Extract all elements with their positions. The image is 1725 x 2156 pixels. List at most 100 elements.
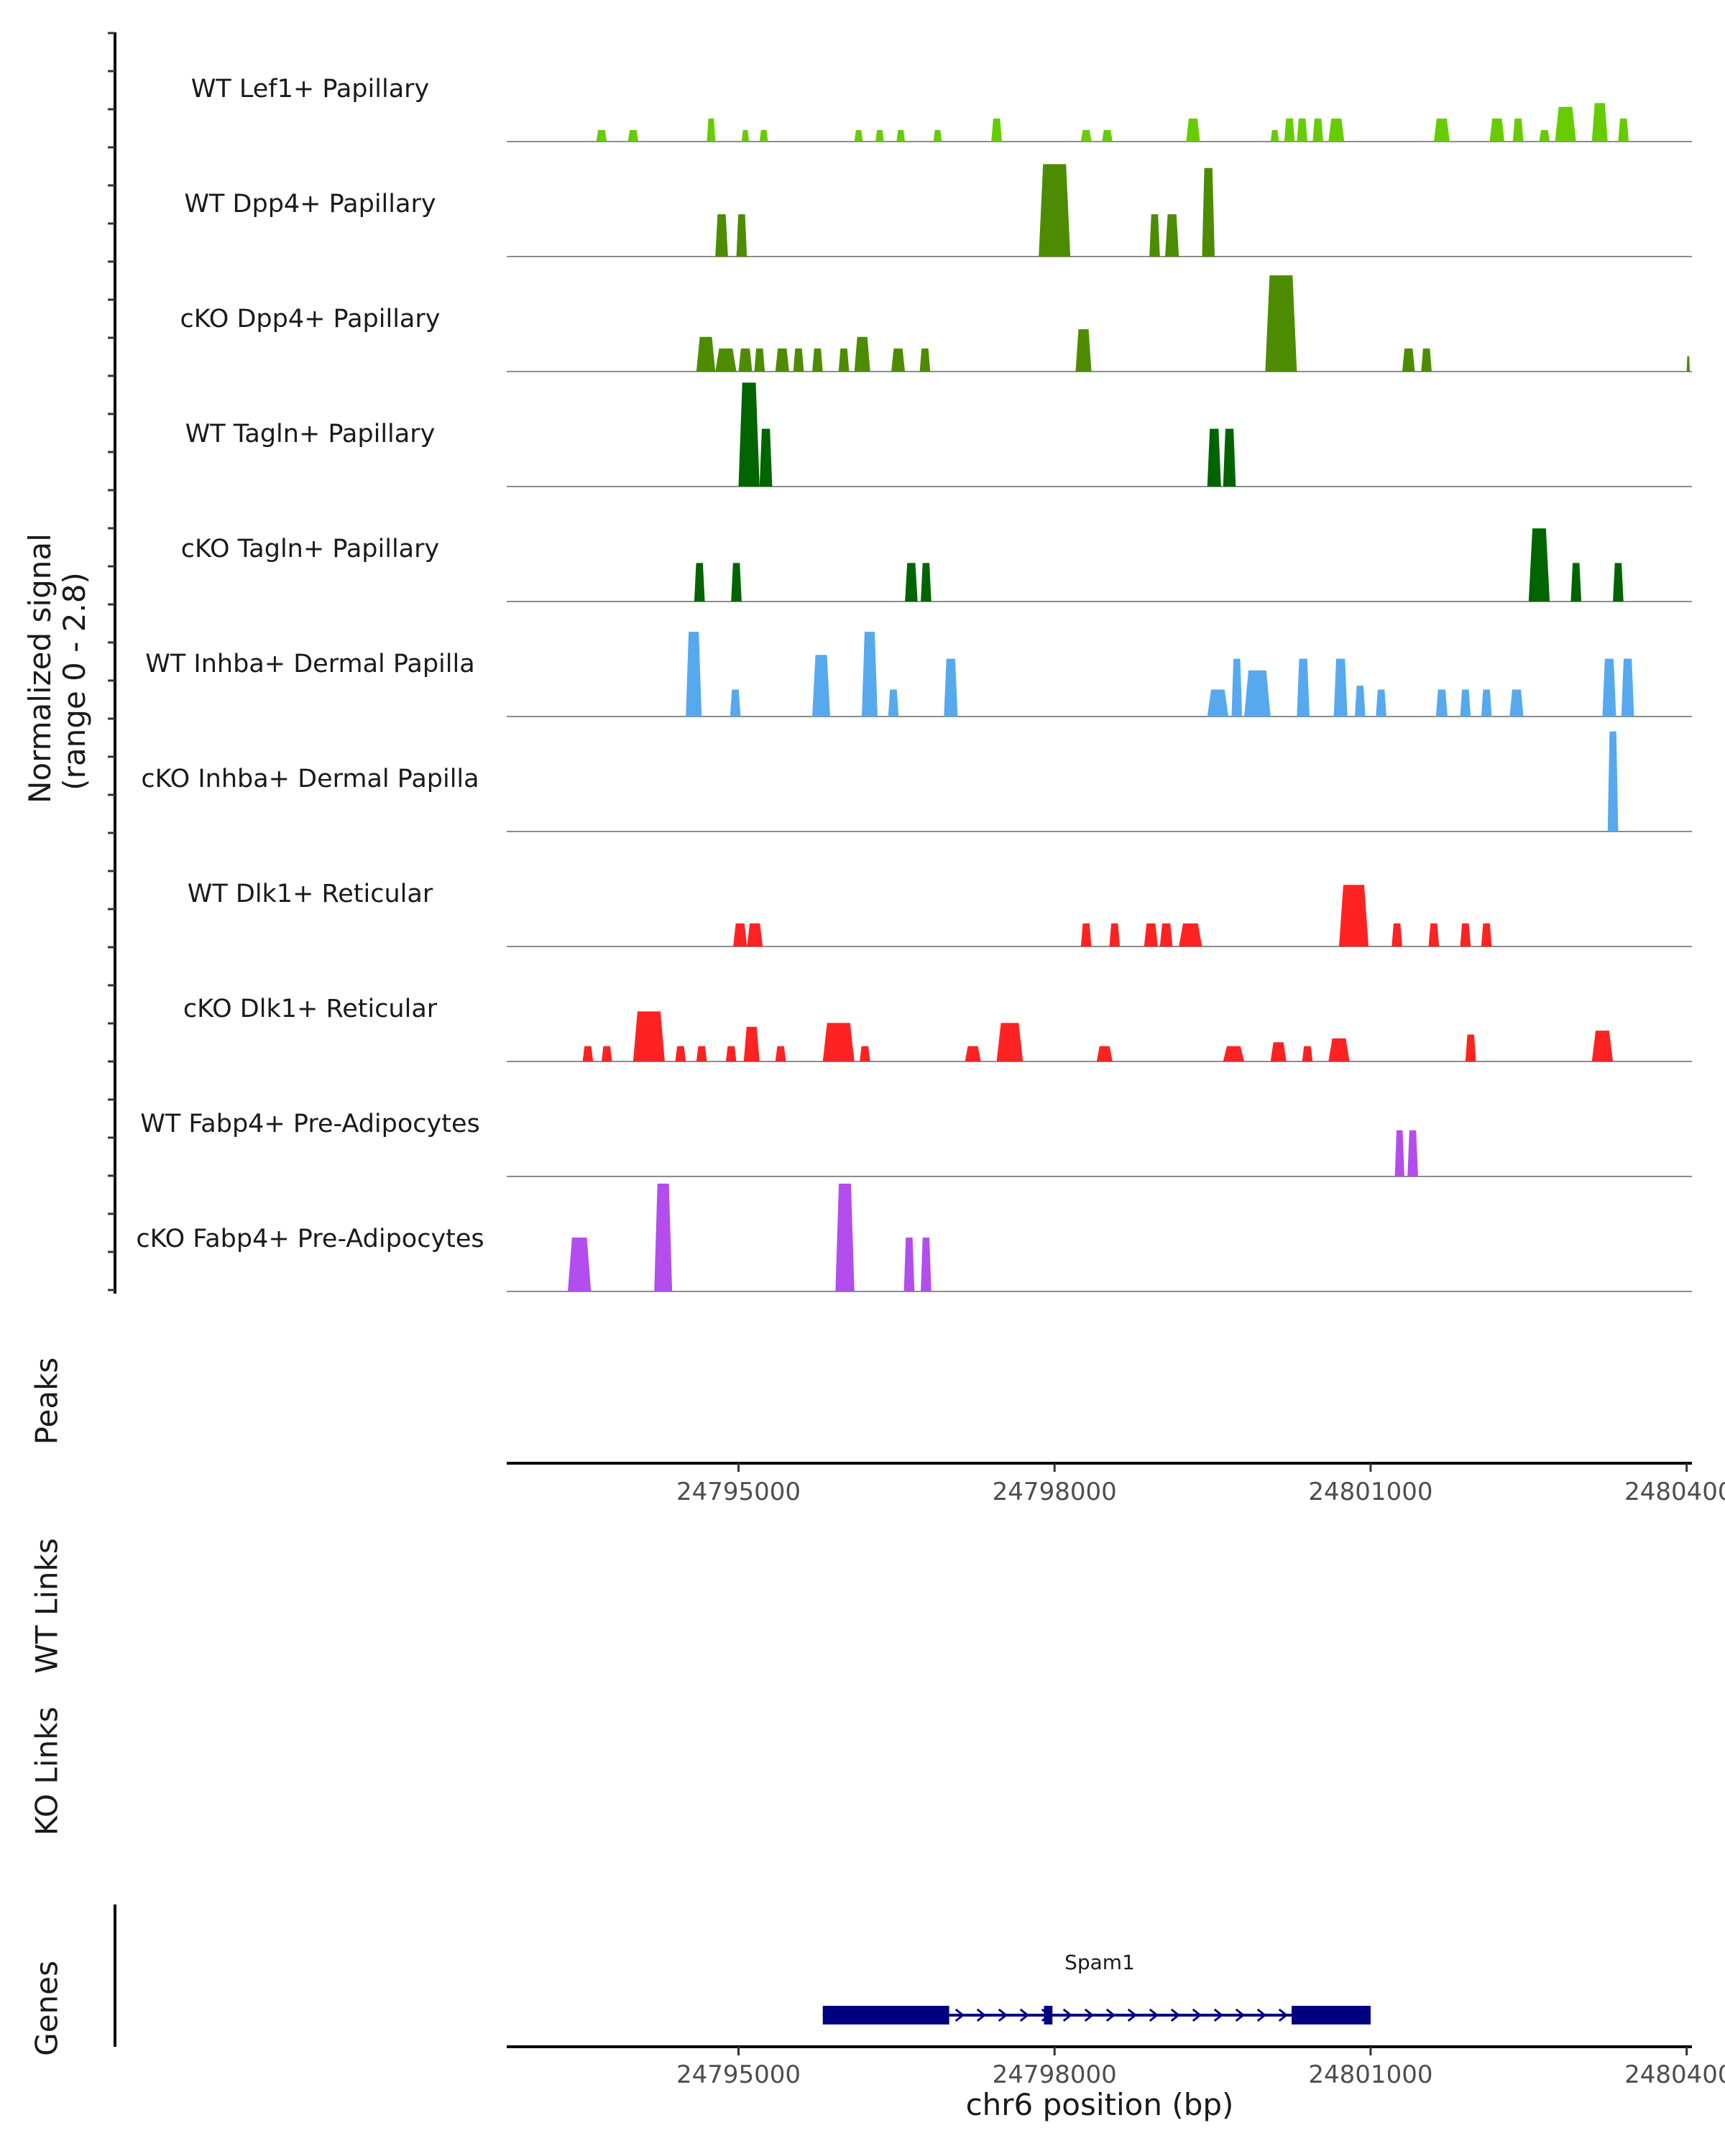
x-tick-label: 24795000	[676, 2060, 801, 2089]
signal-peak	[1080, 923, 1092, 946]
track-label: cKO Tagln+ Papillary	[180, 535, 440, 563]
signal-peak	[736, 214, 748, 257]
gene-exon	[822, 2006, 949, 2024]
signal-peak	[1394, 1130, 1404, 1176]
signal-peak	[1460, 689, 1471, 717]
signal-peak	[891, 348, 906, 372]
signal-peak	[696, 1046, 707, 1061]
signal-peak	[694, 563, 705, 602]
signal-peak	[1328, 1038, 1350, 1061]
signal-peak	[747, 923, 763, 946]
track-label: cKO Inhba+ Dermal Papilla	[141, 765, 479, 793]
signal-peak	[730, 689, 741, 717]
signal-peak	[725, 1046, 737, 1061]
signal-peak	[1270, 1042, 1287, 1061]
signal-peak	[903, 1238, 915, 1291]
signal-peak	[1039, 164, 1071, 257]
signal-peak	[1509, 689, 1524, 717]
signal-peak	[759, 428, 773, 487]
strand-arrow	[1256, 2008, 1267, 2022]
signal-peak	[1621, 658, 1634, 717]
x-tick-label: 24804000	[1624, 1478, 1725, 1506]
strand-arrow	[1105, 2008, 1116, 2022]
signal-peak	[996, 1023, 1024, 1061]
signal-peak	[675, 1046, 686, 1061]
gene-exon	[1292, 2006, 1371, 2024]
strand-arrow	[1062, 2008, 1073, 2022]
signal-peak	[1392, 923, 1402, 946]
signal-peak	[582, 1046, 594, 1061]
signal-peak	[835, 1184, 855, 1291]
x-axis-title: chr6 position (bp)	[965, 2087, 1234, 2122]
signal-peak	[1284, 118, 1295, 142]
signal-peak	[1186, 118, 1200, 142]
signal-peak	[1460, 923, 1471, 946]
signal-peak	[1102, 129, 1113, 142]
signal-peak	[991, 118, 1002, 142]
strand-arrow	[1127, 2008, 1138, 2022]
signal-peak	[1402, 348, 1415, 372]
signal-peak	[696, 336, 716, 372]
signal-peak	[1096, 1046, 1113, 1061]
signal-peak	[738, 348, 753, 372]
signal-peak	[1270, 129, 1279, 142]
signal-peak	[896, 129, 906, 142]
signal-peak	[1149, 214, 1160, 257]
signal-peak	[1481, 923, 1492, 946]
signal-peak	[1407, 1130, 1418, 1176]
signal-peak	[860, 1046, 870, 1061]
signal-peak	[888, 689, 899, 717]
track-label: WT Lef1+ Papillary	[190, 75, 430, 103]
strand-arrow	[1192, 2008, 1202, 2022]
signal-peak	[861, 632, 878, 717]
signal-peak	[965, 1046, 981, 1061]
signal-peak	[775, 1046, 786, 1061]
signal-peak	[1207, 689, 1229, 717]
signal-peak	[1144, 923, 1158, 946]
signal-peak	[743, 1026, 760, 1061]
signal-peak	[875, 129, 884, 142]
signal-peak	[1265, 275, 1297, 372]
signal-peak	[1297, 658, 1310, 717]
signal-peak	[754, 348, 765, 372]
strand-arrow	[1170, 2008, 1181, 2022]
signal-peak	[1555, 106, 1576, 142]
track-label: WT Dpp4+ Papillary	[184, 190, 436, 218]
signal-peak	[1333, 658, 1348, 717]
signal-peak	[1591, 1031, 1614, 1061]
signal-peak	[1591, 103, 1608, 142]
signal-peak	[596, 129, 607, 142]
signal-peak	[1159, 923, 1173, 946]
strand-arrow	[976, 2008, 987, 2022]
signal-peak	[775, 348, 789, 372]
strand-arrow	[1278, 2008, 1289, 2022]
signal-peak	[731, 563, 742, 602]
signal-peak	[812, 348, 823, 372]
track-label: WT Fabp4+ Pre-Adipocytes	[140, 1110, 480, 1138]
signal-peak	[1302, 1046, 1313, 1061]
x-tick-label: 24801000	[1308, 2060, 1433, 2089]
strand-arrow	[1019, 2008, 1030, 2022]
signal-peak	[759, 129, 768, 142]
gene-label: Spam1	[1064, 1950, 1135, 1974]
signal-peak	[921, 563, 932, 602]
gene-exon	[1044, 2006, 1053, 2024]
signal-peak	[1338, 885, 1369, 946]
signal-peak	[733, 923, 748, 946]
signal-peak	[1528, 528, 1550, 602]
track-label: WT Inhba+ Dermal Papilla	[145, 650, 475, 678]
signal-peak	[1297, 118, 1307, 142]
signal-peak	[1489, 118, 1505, 142]
signal-peak	[1613, 563, 1624, 602]
signal-peak	[1080, 129, 1092, 142]
signal-peak	[1539, 129, 1550, 142]
signal-peak	[1179, 923, 1202, 946]
signal-peak	[686, 632, 702, 717]
signal-peak	[1207, 428, 1221, 487]
signal-peak	[812, 655, 830, 717]
signal-peak	[1570, 563, 1582, 602]
x-tick-label: 24798000	[992, 2060, 1117, 2089]
signal-peak	[905, 563, 918, 602]
x-tick-label: 24795000	[676, 1478, 801, 1506]
